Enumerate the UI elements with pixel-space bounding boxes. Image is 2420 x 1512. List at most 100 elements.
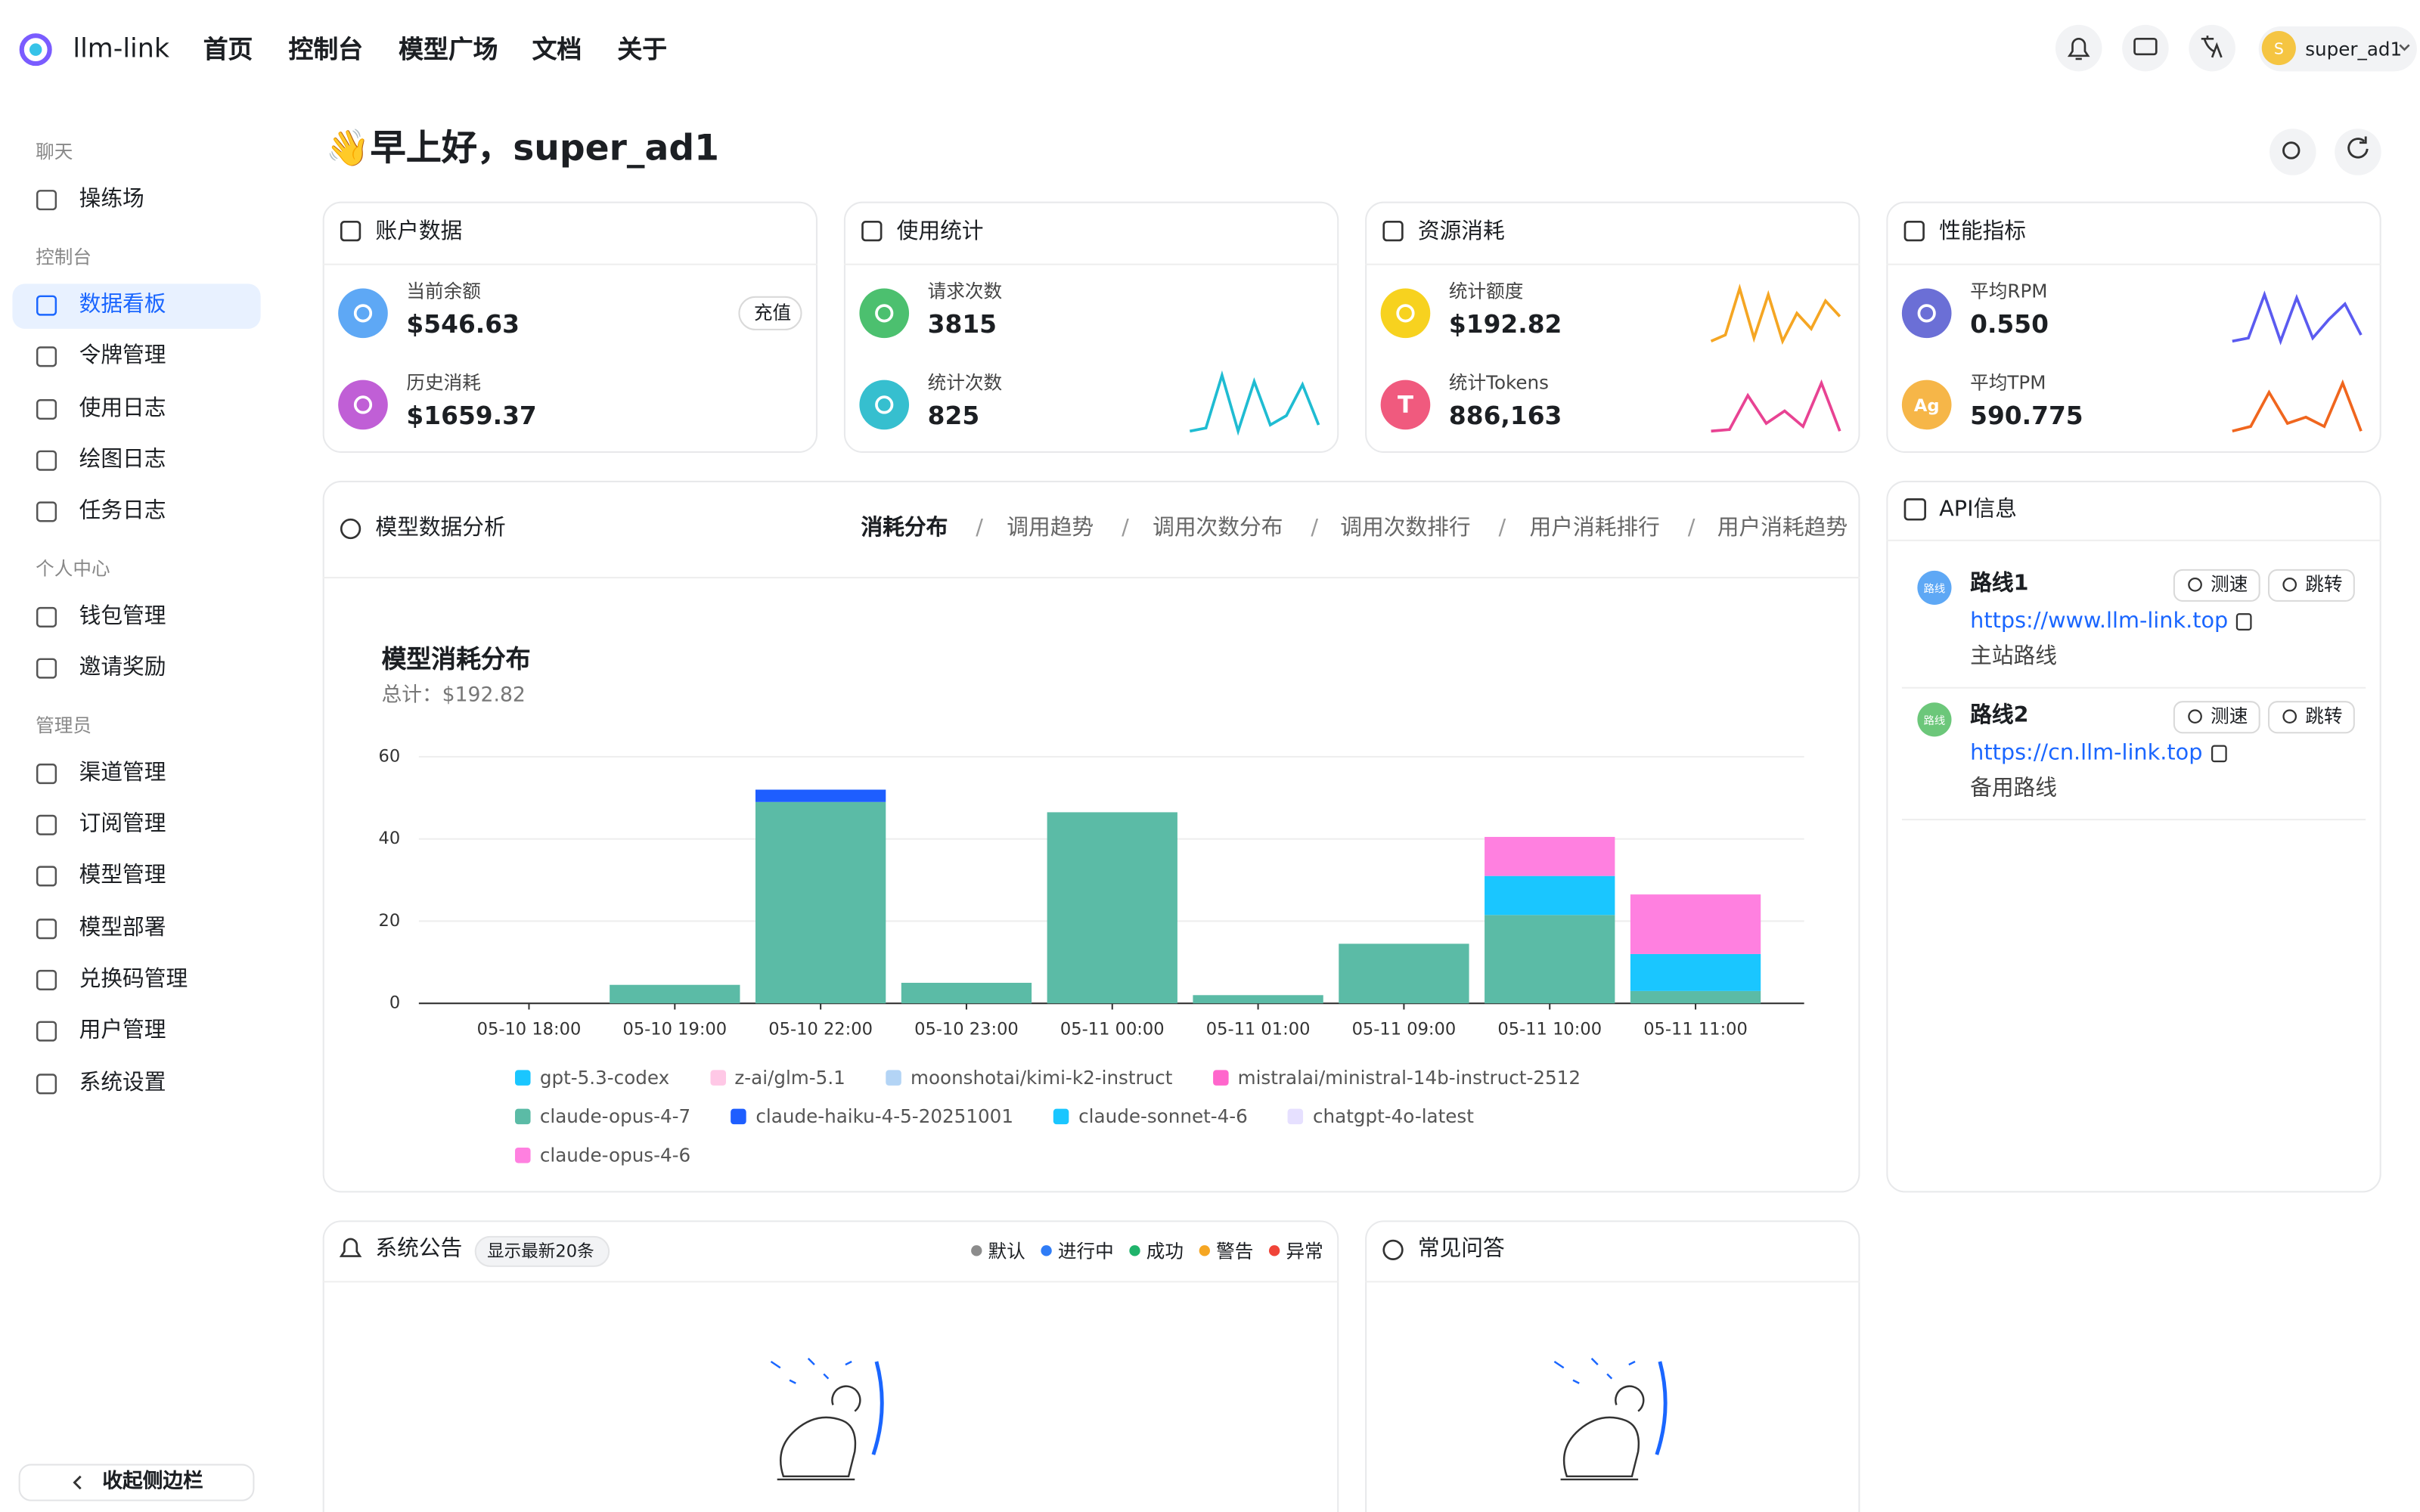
legend-item[interactable]: moonshotai/kimi-k2-instruct	[886, 1064, 1172, 1092]
badge	[474, 1235, 610, 1267]
legend-item[interactable]: chatgpt-4o-latest	[1288, 1102, 1474, 1130]
tab-separator: /	[1122, 516, 1129, 541]
icon-button[interactable]	[2122, 24, 2169, 72]
nav-link[interactable]: 关于	[617, 34, 668, 64]
legend-item[interactable]: claude-opus-4-7	[515, 1102, 690, 1130]
sidebar-item[interactable]: 系统设置	[79, 1070, 166, 1096]
tab[interactable]: 调用次数排行	[1340, 516, 1471, 541]
tab[interactable]: 调用次数分布	[1153, 516, 1283, 541]
card-title: 账户数据	[375, 219, 463, 245]
legend-item[interactable]: gpt-5.3-codex	[515, 1064, 669, 1092]
legend-label[interactable]: moonshotai/kimi-k2-instruct	[910, 1067, 1173, 1089]
sidebar-item[interactable]: 绘图日志	[79, 448, 166, 472]
nav-link[interactable]: 首页	[203, 34, 253, 64]
legend-item[interactable]: mistralai/ministral-14b-instruct-2512	[1212, 1064, 1581, 1092]
sidebar-item[interactable]: 钱包管理	[79, 604, 166, 630]
icon-button[interactable]	[2270, 129, 2316, 175]
card-title: 使用统计	[896, 219, 984, 245]
legend-item[interactable]: claude-sonnet-4-6	[1053, 1102, 1248, 1130]
collapse-button[interactable]	[18, 1464, 255, 1501]
legend-label[interactable]: claude-sonnet-4-6	[1078, 1105, 1248, 1128]
route-button-label[interactable]: 测速	[2211, 573, 2248, 596]
icon-button[interactable]	[2335, 129, 2381, 175]
jump-button[interactable]	[2267, 569, 2355, 602]
sidebar-icon	[36, 919, 57, 940]
legend-swatch	[1288, 1108, 1304, 1125]
jump-button[interactable]	[2267, 701, 2355, 734]
stat-value: $546.63	[406, 309, 520, 339]
card-title: 性能指标	[1939, 219, 2026, 245]
nav-link[interactable]: 控制台	[288, 34, 364, 64]
legend-label[interactable]: claude-opus-4-7	[539, 1105, 691, 1128]
divider	[322, 1281, 1339, 1283]
legend-swatch	[1212, 1070, 1229, 1086]
speed-button[interactable]	[2173, 569, 2260, 602]
route-button-label[interactable]: 测速	[2211, 705, 2248, 727]
nav-link[interactable]: 模型广场	[399, 34, 498, 64]
status-label: 异常	[1286, 1241, 1323, 1263]
sidebar-item[interactable]: 用户管理	[79, 1018, 166, 1043]
recharge-label[interactable]: 充值	[753, 302, 792, 324]
tab-separator: /	[1687, 516, 1696, 541]
recharge-button[interactable]	[738, 296, 802, 330]
sidebar-item[interactable]: 操练场	[79, 187, 144, 212]
sidebar-item[interactable]: 模型管理	[79, 863, 166, 888]
sidebar-item[interactable]: 任务日志	[79, 498, 166, 524]
icon-button[interactable]	[2189, 24, 2235, 72]
legend-label[interactable]: claude-opus-4-6	[539, 1144, 691, 1167]
sidebar-item[interactable]: 订阅管理	[79, 812, 166, 837]
sidebar-item[interactable]: 使用日志	[79, 396, 166, 422]
brand: llm-link	[73, 33, 170, 65]
tab[interactable]: 消耗分布	[861, 516, 948, 541]
legend-label[interactable]: claude-haiku-4-5-20251001	[755, 1105, 1013, 1128]
badge-label: 显示最新20条	[487, 1241, 594, 1262]
sidebar-item[interactable]: 渠道管理	[79, 761, 166, 786]
sidebar-icon	[36, 398, 57, 420]
sidebar-group-title: 聊天	[36, 141, 73, 163]
route-name: 路线1	[1970, 572, 2029, 596]
status-item: 异常	[1268, 1238, 1323, 1264]
stat-card	[322, 201, 818, 453]
tab[interactable]: 用户消耗趋势	[1717, 516, 1848, 541]
legend-label[interactable]: z-ai/glm-5.1	[734, 1067, 845, 1089]
icon-button[interactable]	[2055, 24, 2102, 72]
sidebar-item[interactable]: 兑换码管理	[79, 967, 188, 993]
divider	[1365, 1281, 1860, 1283]
sidebar-item[interactable]: 模型部署	[79, 916, 166, 941]
announcement-card	[322, 1220, 1339, 1512]
route-url[interactable]: https://cn.llm-link.top	[1970, 740, 2203, 766]
sidebar-item[interactable]: 邀请奖励	[79, 655, 166, 680]
chart-subtitle: 总计：$192.82	[381, 684, 526, 708]
speed-button[interactable]	[2173, 701, 2260, 734]
sidebar-item[interactable]: 令牌管理	[79, 343, 166, 369]
stat-value: $192.82	[1448, 309, 1562, 339]
sidebar-item[interactable]: 数据看板	[79, 292, 166, 318]
divider	[322, 577, 1860, 579]
analysis-title: 模型数据分析	[375, 516, 506, 541]
route-url[interactable]: https://www.llm-link.top	[1970, 609, 2229, 634]
status-dot	[1129, 1245, 1140, 1256]
legend-label[interactable]: chatgpt-4o-latest	[1312, 1105, 1474, 1128]
card-title: 资源消耗	[1417, 219, 1505, 245]
route-button-label[interactable]: 跳转	[2305, 705, 2343, 727]
collapse-label[interactable]: 收起侧边栏	[102, 1470, 203, 1494]
divider	[1901, 819, 2366, 821]
announcement-title: 系统公告	[375, 1237, 463, 1262]
sidebar-icon	[36, 1074, 57, 1095]
sidebar-icon	[36, 969, 57, 990]
legend-item[interactable]: claude-haiku-4-5-20251001	[731, 1102, 1013, 1130]
api-title: API信息	[1939, 497, 2017, 522]
nav-link[interactable]: 文档	[532, 34, 582, 64]
stat-value: 3815	[927, 309, 997, 339]
tab[interactable]: 调用趋势	[1007, 516, 1094, 541]
stat-label: 历史消耗	[406, 371, 481, 394]
divider	[1901, 686, 2366, 689]
legend-label[interactable]: mistralai/ministral-14b-instruct-2512	[1237, 1067, 1581, 1089]
status-dot	[1268, 1245, 1280, 1256]
legend-item[interactable]: z-ai/glm-5.1	[709, 1064, 845, 1092]
tab[interactable]: 用户消耗排行	[1529, 516, 1660, 541]
legend-item[interactable]: claude-opus-4-6	[515, 1142, 690, 1170]
legend-label[interactable]: gpt-5.3-codex	[539, 1067, 670, 1089]
route-button-label[interactable]: 跳转	[2305, 573, 2343, 596]
